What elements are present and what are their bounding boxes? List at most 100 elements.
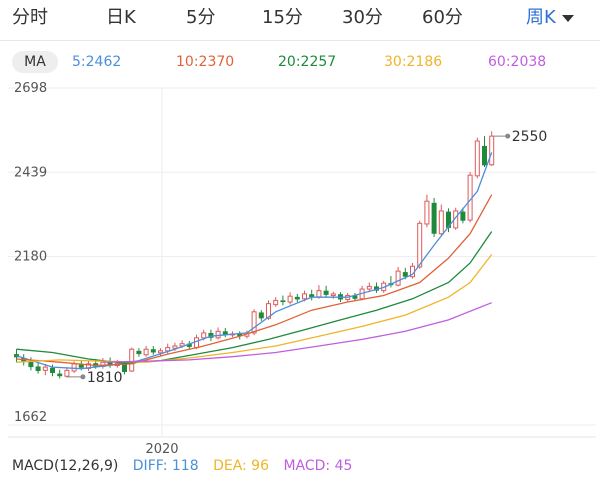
candle-body — [93, 363, 99, 367]
candle-body — [474, 140, 480, 177]
candle — [352, 292, 358, 302]
candle — [251, 309, 257, 336]
candle-body — [431, 202, 437, 234]
candle-body — [302, 293, 307, 300]
ma-badge[interactable]: MA — [12, 51, 58, 73]
candle — [410, 263, 415, 279]
candle-body — [107, 362, 113, 366]
tab-60min[interactable]: 60分 — [422, 7, 463, 28]
macd-diff: DIFF: 118 — [132, 458, 199, 474]
candle-body — [489, 135, 495, 166]
candle-body — [323, 290, 329, 295]
candle-body — [352, 295, 358, 299]
tab-intraday[interactable]: 分时 — [12, 7, 48, 28]
candle-body — [395, 270, 401, 286]
tab-weekly-k-label: 周K — [526, 7, 556, 28]
tab-daily-k[interactable]: 日K — [106, 7, 136, 28]
candle — [222, 328, 228, 338]
candle-body — [165, 347, 171, 352]
candles-layer — [14, 131, 495, 379]
ma30-line — [16, 254, 493, 363]
candle-body — [294, 296, 300, 300]
candle — [294, 293, 300, 303]
ma10-line — [16, 194, 493, 367]
chart-labels-layer: 2698 2439 2180 1662 2020 1810 2550 — [14, 81, 547, 455]
candle-body — [158, 350, 163, 354]
candle — [208, 329, 214, 342]
candle-body — [222, 331, 228, 335]
candle-body — [71, 363, 77, 372]
ma-lines-layer — [16, 152, 493, 370]
ma60-value: 60:2038 — [488, 54, 547, 70]
candle-body — [374, 286, 379, 291]
candle-body — [64, 369, 70, 377]
candle — [258, 310, 264, 321]
candle-body — [208, 332, 214, 338]
candle — [215, 327, 221, 340]
candle-body — [446, 211, 451, 228]
candle-body — [316, 290, 322, 298]
candle-body — [309, 294, 315, 298]
ma60-line — [102, 302, 492, 363]
candle — [158, 348, 163, 356]
period-tabs: 分时 日K 5分 15分 30分 60分 周K — [0, 0, 600, 38]
y-tick-label: 2439 — [14, 165, 47, 180]
tab-15min[interactable]: 15分 — [262, 7, 303, 28]
candle — [42, 363, 48, 376]
candle-body — [78, 363, 84, 368]
candle — [467, 171, 473, 223]
candle — [237, 331, 243, 340]
candle-body — [251, 311, 257, 334]
candle — [460, 207, 466, 224]
candle-body — [366, 285, 372, 290]
candle — [150, 345, 156, 355]
candle-body — [143, 348, 149, 356]
candle-body — [194, 337, 199, 349]
candle — [64, 367, 70, 378]
tab-weekly-k-dropdown[interactable]: 周K — [526, 4, 574, 32]
candlestick-chart: 2698 2439 2180 1662 2020 1810 2550 — [8, 81, 596, 455]
candle-body — [50, 367, 55, 373]
annotation-label: 2550 — [512, 129, 548, 145]
candle — [280, 295, 286, 306]
ma10-value: 10:2370 — [176, 54, 235, 70]
candle-body — [35, 366, 41, 372]
ma-legend: MA 5:2462 10:2370 20:2257 30:2186 60:203… — [0, 48, 600, 76]
candle-body — [424, 200, 430, 225]
candle — [474, 137, 480, 179]
candle-body — [201, 332, 207, 339]
candle — [35, 362, 41, 374]
tabs-divider — [0, 40, 600, 41]
low-annotation: 1810 — [66, 370, 123, 386]
candle-body — [129, 348, 135, 372]
candle-body — [266, 303, 271, 319]
chart-grid — [8, 87, 596, 438]
candle-body — [237, 333, 243, 337]
candle — [417, 220, 423, 269]
candle-body — [402, 272, 408, 277]
candle-body — [28, 361, 34, 368]
candle-body — [122, 363, 127, 372]
candle-body — [280, 300, 286, 303]
tab-5min[interactable]: 5分 — [186, 7, 216, 28]
candle-body — [57, 373, 63, 377]
candle — [446, 208, 451, 233]
candle-body — [273, 299, 279, 306]
candle — [482, 136, 487, 168]
candle — [143, 345, 149, 357]
candle-body — [460, 211, 466, 221]
ma20-line — [16, 231, 493, 364]
candle — [388, 276, 394, 288]
candle-body — [186, 343, 192, 347]
y-tick-label: 2180 — [14, 250, 47, 265]
candle-body — [215, 330, 221, 339]
candle-body — [258, 312, 264, 319]
candle — [57, 369, 63, 379]
ma30-value: 30:2186 — [384, 54, 443, 70]
candle-body — [330, 293, 336, 297]
tab-30min[interactable]: 30分 — [342, 7, 383, 28]
candle-body — [42, 366, 48, 371]
macd-value: MACD: 45 — [283, 458, 353, 474]
high-annotation: 2550 — [491, 129, 548, 145]
macd-legend: MACD(12,26,9) DIFF: 118 DEA: 96 MACD: 45 — [12, 455, 362, 477]
